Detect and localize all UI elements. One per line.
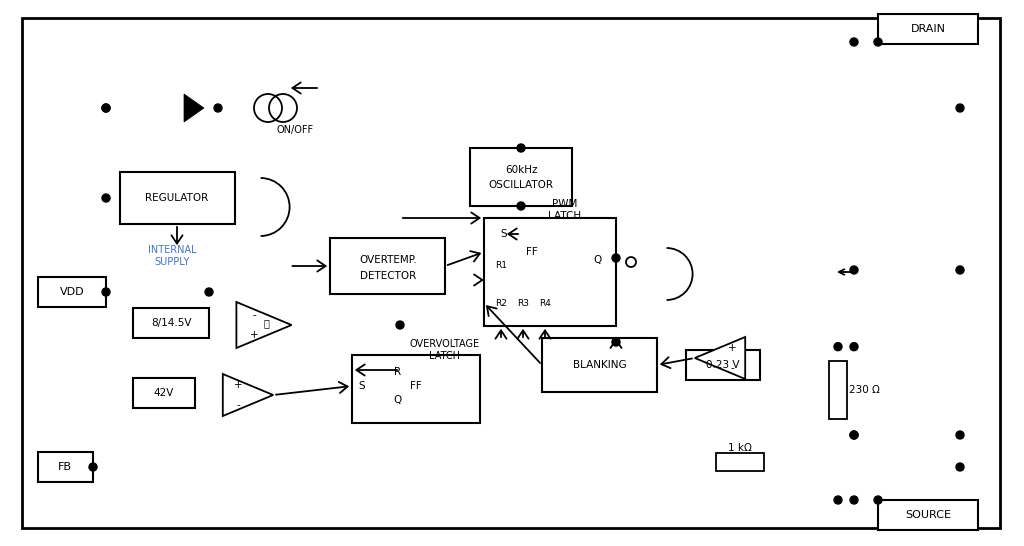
Circle shape bbox=[956, 104, 964, 112]
Circle shape bbox=[834, 343, 842, 351]
Circle shape bbox=[214, 104, 222, 112]
Circle shape bbox=[874, 38, 882, 46]
Circle shape bbox=[850, 266, 858, 274]
Text: 1 kΩ: 1 kΩ bbox=[728, 443, 752, 453]
Text: -: - bbox=[730, 363, 734, 373]
Bar bbox=[133, 378, 195, 408]
Circle shape bbox=[102, 104, 110, 112]
Polygon shape bbox=[695, 337, 745, 379]
Text: +: + bbox=[728, 343, 736, 353]
Text: OVERVOLTAGE: OVERVOLTAGE bbox=[410, 339, 480, 349]
Text: OSCILLATOR: OSCILLATOR bbox=[488, 180, 554, 190]
Bar bbox=[829, 361, 847, 419]
Text: FF: FF bbox=[526, 247, 538, 257]
Bar bbox=[716, 453, 764, 471]
Text: 230 Ω: 230 Ω bbox=[849, 385, 880, 395]
Bar bbox=[686, 350, 760, 380]
Circle shape bbox=[396, 321, 404, 329]
Text: REGULATOR: REGULATOR bbox=[145, 193, 209, 203]
Text: +: + bbox=[250, 330, 258, 340]
Circle shape bbox=[956, 266, 964, 274]
Text: OVERTEMP.: OVERTEMP. bbox=[359, 255, 417, 265]
Bar bbox=[352, 355, 480, 423]
Text: R2: R2 bbox=[495, 299, 507, 307]
Circle shape bbox=[874, 496, 882, 504]
Circle shape bbox=[612, 254, 620, 262]
Bar bbox=[330, 238, 445, 294]
Bar bbox=[470, 148, 572, 206]
Text: Q: Q bbox=[394, 395, 402, 405]
Text: FF: FF bbox=[411, 381, 422, 391]
Bar bbox=[484, 218, 616, 326]
Text: VDD: VDD bbox=[59, 287, 84, 297]
Circle shape bbox=[102, 194, 110, 202]
Circle shape bbox=[102, 104, 110, 112]
Text: R: R bbox=[394, 367, 401, 377]
Text: BLANKING: BLANKING bbox=[573, 360, 627, 370]
Text: SUPPLY: SUPPLY bbox=[155, 257, 189, 267]
Circle shape bbox=[517, 202, 525, 210]
Text: LATCH: LATCH bbox=[549, 211, 582, 221]
Text: R1: R1 bbox=[495, 260, 507, 270]
Text: Q: Q bbox=[594, 255, 602, 265]
Circle shape bbox=[850, 496, 858, 504]
Text: INTERNAL: INTERNAL bbox=[147, 245, 197, 255]
Text: -: - bbox=[252, 310, 256, 320]
Text: ON/OFF: ON/OFF bbox=[276, 125, 313, 135]
Bar bbox=[120, 172, 234, 224]
Circle shape bbox=[205, 288, 213, 296]
Bar bbox=[878, 14, 978, 44]
Text: 0.23 V: 0.23 V bbox=[707, 360, 739, 370]
Text: FB: FB bbox=[58, 462, 72, 472]
Polygon shape bbox=[223, 374, 273, 416]
Circle shape bbox=[612, 338, 620, 346]
Text: 60kHz: 60kHz bbox=[505, 165, 538, 175]
Text: S: S bbox=[501, 229, 507, 239]
Circle shape bbox=[956, 463, 964, 471]
Circle shape bbox=[956, 431, 964, 439]
Text: R4: R4 bbox=[539, 299, 551, 307]
Text: S: S bbox=[358, 381, 366, 391]
Circle shape bbox=[850, 431, 858, 439]
Text: DETECTOR: DETECTOR bbox=[359, 271, 416, 281]
Circle shape bbox=[834, 496, 842, 504]
Circle shape bbox=[850, 431, 858, 439]
Bar bbox=[38, 452, 93, 482]
Text: +: + bbox=[233, 380, 243, 390]
Circle shape bbox=[850, 343, 858, 351]
Bar bbox=[878, 500, 978, 530]
Bar bbox=[542, 338, 657, 392]
Text: 42V: 42V bbox=[154, 388, 174, 398]
Bar bbox=[133, 308, 209, 338]
Text: -: - bbox=[237, 400, 240, 410]
Polygon shape bbox=[237, 302, 292, 348]
Circle shape bbox=[517, 144, 525, 152]
Text: PWM: PWM bbox=[552, 199, 578, 209]
Polygon shape bbox=[184, 94, 204, 122]
Text: 8/14.5V: 8/14.5V bbox=[151, 318, 191, 328]
Circle shape bbox=[89, 463, 97, 471]
Text: SOURCE: SOURCE bbox=[905, 510, 951, 520]
Text: ⦾: ⦾ bbox=[263, 318, 269, 328]
Circle shape bbox=[850, 38, 858, 46]
Text: DRAIN: DRAIN bbox=[910, 24, 945, 34]
Circle shape bbox=[102, 288, 110, 296]
Text: R3: R3 bbox=[517, 299, 529, 307]
Bar bbox=[38, 277, 106, 307]
Text: LATCH: LATCH bbox=[429, 351, 461, 361]
